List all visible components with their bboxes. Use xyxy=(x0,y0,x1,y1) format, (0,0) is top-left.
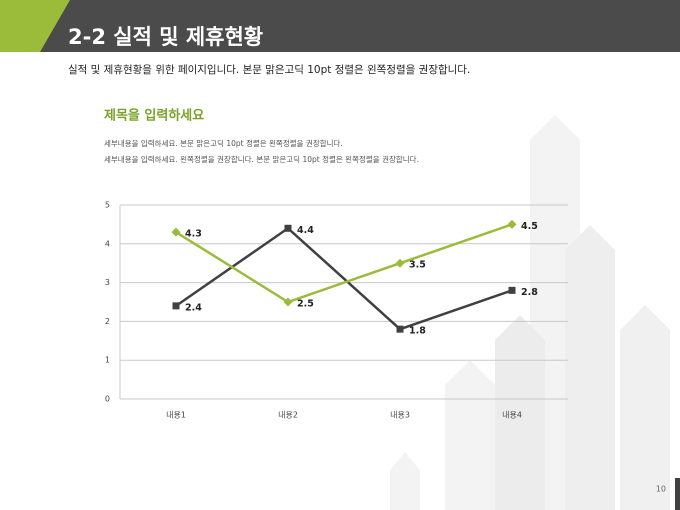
marker xyxy=(508,286,516,294)
arrow-shape xyxy=(390,452,420,510)
data-label: 4.5 xyxy=(521,221,538,232)
data-label: 4.4 xyxy=(297,225,314,236)
x-tick-label: 내용1 xyxy=(166,411,186,420)
data-label: 3.5 xyxy=(409,260,426,271)
y-tick-label: 3 xyxy=(105,278,110,287)
page-number: 10 xyxy=(656,485,666,494)
chart-description: 세부내용을 입력하세요. 본문 맑은고딕 10pt 정렬은 왼쪽정렬을 권장합니… xyxy=(104,138,343,148)
y-tick-label: 0 xyxy=(105,395,110,404)
marker xyxy=(507,219,517,229)
chart-description: 세부내용을 입력하세요. 왼쪽정렬을 권장합니다. 본문 맑은고딕 10pt 정… xyxy=(104,154,419,164)
page-marker xyxy=(675,478,680,510)
arrow-shape xyxy=(620,305,670,510)
background-arrows xyxy=(390,115,670,510)
marker xyxy=(395,258,405,268)
y-tick-label: 5 xyxy=(105,201,110,210)
x-tick-label: 내용2 xyxy=(278,411,298,420)
x-tick-label: 내용3 xyxy=(390,411,410,420)
data-label: 2.8 xyxy=(521,287,538,298)
y-tick-label: 4 xyxy=(105,239,110,248)
data-label: 4.3 xyxy=(185,229,202,240)
marker xyxy=(172,302,180,310)
marker xyxy=(284,224,292,232)
arrow-shape xyxy=(445,360,495,510)
marker xyxy=(396,325,404,333)
y-tick-label: 1 xyxy=(105,356,110,365)
marker xyxy=(283,297,293,307)
marker xyxy=(171,227,181,237)
header-subtitle: 실적 및 제휴현황을 위한 페이지입니다. 본문 맑은고딕 10pt 정렬은 왼… xyxy=(68,63,470,76)
data-label: 2.5 xyxy=(297,299,314,310)
series-line xyxy=(175,223,513,304)
header-bar xyxy=(0,0,680,52)
data-label: 1.8 xyxy=(409,326,426,337)
arrow-shape xyxy=(565,225,615,510)
header-accent xyxy=(0,0,70,52)
data-label: 2.4 xyxy=(185,302,202,313)
x-tick-label: 내용4 xyxy=(502,411,522,420)
y-tick-label: 2 xyxy=(105,317,110,326)
header-title: 2-2 실적 및 제휴현황 xyxy=(68,25,263,49)
arrow-shape xyxy=(495,315,545,510)
chart-title: 제목을 입력하세요 xyxy=(104,108,204,124)
